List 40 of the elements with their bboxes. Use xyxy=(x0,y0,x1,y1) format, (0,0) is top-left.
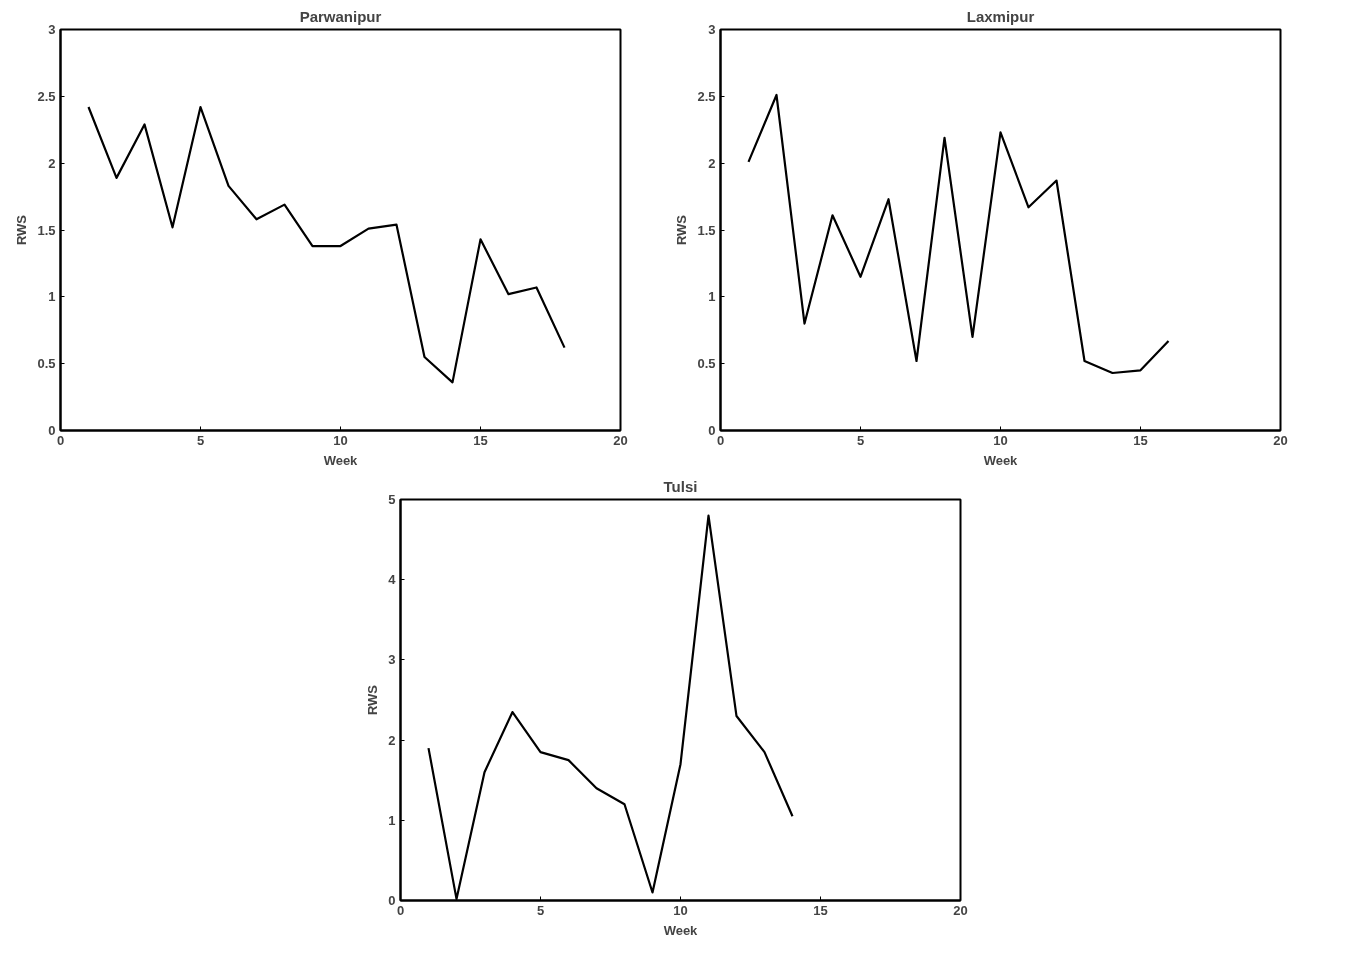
y-tick-label: 5 xyxy=(388,492,396,507)
y-tick-label: 0.5 xyxy=(37,356,56,372)
x-axis-title: Week xyxy=(323,452,359,468)
y-tick-label: 1 xyxy=(708,289,716,305)
chart-title: Tulsi xyxy=(663,477,698,495)
x-tick-label: 10 xyxy=(993,432,1008,448)
y-tick-label: 2 xyxy=(708,155,716,171)
x-tick-label: 10 xyxy=(673,902,688,918)
line-series xyxy=(87,105,566,384)
y-axis-title: RWS xyxy=(365,684,381,716)
y-tick-label: 1 xyxy=(388,812,396,828)
x-tick-label: 10 xyxy=(333,432,348,448)
y-tick-label: 2.5 xyxy=(37,88,56,104)
x-tick-label: 20 xyxy=(613,432,628,448)
y-tick-label: 3 xyxy=(48,22,56,37)
x-tick-label: 15 xyxy=(1133,432,1148,448)
x-tick-label: 5 xyxy=(856,432,865,448)
y-tick-label: 1.5 xyxy=(697,222,716,238)
y-tick-label: 2.5 xyxy=(697,88,716,104)
x-tick-label: 5 xyxy=(196,432,205,448)
x-tick-label: 15 xyxy=(473,432,488,448)
chart-title: Parwanipur xyxy=(299,7,382,25)
chart-title: Laxmipur xyxy=(966,7,1035,25)
x-tick-label: 20 xyxy=(1273,432,1288,448)
y-axis-title: RWS xyxy=(674,214,690,246)
y-axis-title: RWS xyxy=(14,214,30,246)
x-axis-title: Week xyxy=(983,452,1019,468)
y-tick-label: 3 xyxy=(708,22,716,37)
x-tick-label: 20 xyxy=(953,902,968,918)
y-tick-label: 2 xyxy=(388,732,396,748)
y-tick-label: 4 xyxy=(388,572,397,588)
y-tick-label: 0.5 xyxy=(697,356,716,372)
line-series xyxy=(747,93,1170,375)
x-tick-label: 15 xyxy=(813,902,828,918)
x-axis-title: Week xyxy=(663,922,699,938)
y-tick-label: 1.5 xyxy=(37,222,56,238)
y-tick-label: 1 xyxy=(48,289,56,305)
y-tick-label: 3 xyxy=(388,652,396,668)
x-tick-label: 5 xyxy=(536,902,545,918)
y-tick-label: 2 xyxy=(48,155,56,171)
